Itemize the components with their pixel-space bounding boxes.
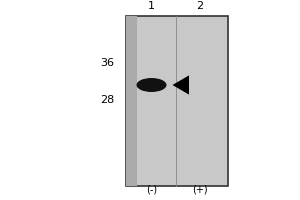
Ellipse shape bbox=[136, 78, 166, 92]
Bar bbox=[126, 16, 136, 186]
Polygon shape bbox=[172, 75, 189, 95]
Text: 1: 1 bbox=[148, 1, 155, 11]
Bar bbox=[126, 16, 228, 186]
Text: 36: 36 bbox=[100, 58, 114, 68]
Text: (-): (-) bbox=[146, 185, 157, 195]
Text: (+): (+) bbox=[192, 185, 207, 195]
Text: 28: 28 bbox=[100, 95, 114, 105]
Text: 2: 2 bbox=[196, 1, 203, 11]
